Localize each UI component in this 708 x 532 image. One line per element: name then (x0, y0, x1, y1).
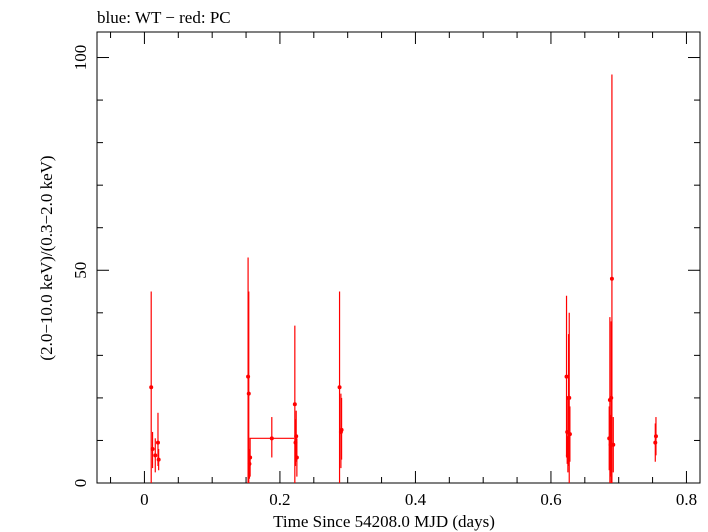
data-point (611, 417, 616, 473)
data-marker (609, 395, 614, 400)
data-point (292, 325, 297, 483)
y-axis-ticks (97, 57, 700, 484)
data-marker (246, 391, 251, 396)
data-point (149, 291, 154, 483)
data-point (567, 312, 572, 483)
data-marker (153, 453, 158, 458)
data-point (609, 74, 614, 483)
y-axis-tick-labels: 0 50 100 (71, 45, 90, 487)
data-point (653, 423, 658, 462)
data-marker (564, 374, 569, 379)
data-point (339, 397, 344, 460)
data-series (149, 74, 658, 483)
x-axis-label: Time Since 54208.0 MJD (days) (273, 512, 495, 531)
data-marker (339, 427, 344, 432)
data-point (156, 448, 161, 471)
y-tick-label: 50 (71, 262, 90, 279)
y-tick-label: 0 (71, 479, 90, 488)
data-point (294, 410, 299, 462)
data-point (337, 291, 342, 483)
series-pc (149, 74, 658, 483)
x-tick-label: 0.4 (405, 490, 427, 509)
x-tick-label: 0.8 (676, 490, 697, 509)
data-marker (156, 457, 161, 462)
data-point (294, 438, 299, 477)
data-marker (567, 395, 572, 400)
x-tick-label: 0 (140, 490, 149, 509)
data-marker (247, 461, 252, 466)
data-point (150, 431, 155, 469)
data-point (249, 417, 295, 458)
data-marker (294, 455, 299, 460)
data-marker (149, 385, 154, 390)
data-marker (150, 446, 155, 451)
data-point (246, 291, 251, 483)
x-tick-label: 0.2 (269, 490, 290, 509)
data-point (248, 438, 253, 477)
chart-title: blue: WT − red: PC (97, 8, 231, 27)
data-point (153, 438, 158, 473)
data-marker (248, 455, 253, 460)
data-marker (337, 385, 342, 390)
x-axis-ticks (110, 32, 687, 483)
data-marker (609, 276, 614, 281)
data-marker (269, 436, 274, 441)
data-point (567, 406, 572, 462)
data-marker (653, 434, 658, 439)
data-marker (567, 432, 572, 437)
x-tick-label: 0.6 (540, 490, 561, 509)
data-marker (292, 402, 297, 407)
data-marker (611, 442, 616, 447)
x-axis-tick-labels: 0 0.2 0.4 0.6 0.8 (140, 490, 697, 509)
plot-frame (96, 31, 701, 484)
data-point (155, 412, 160, 466)
data-point (653, 417, 658, 456)
data-marker (246, 374, 251, 379)
y-axis-label: (2.0−10.0 keV)/(0.3−2.0 keV) (37, 155, 56, 360)
data-marker (653, 440, 658, 445)
data-marker (294, 434, 299, 439)
data-marker (155, 440, 160, 445)
y-tick-label: 100 (71, 45, 90, 71)
